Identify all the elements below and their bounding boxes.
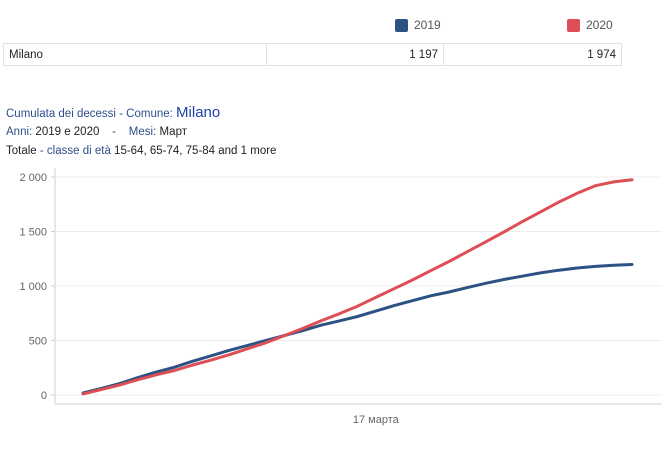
years-months-line: Anni: 2019 e 2020 - Mesi: Март	[6, 126, 187, 138]
separator: -	[112, 126, 116, 138]
y-tick-label-1: 500	[29, 336, 47, 348]
years-label: Anni:	[6, 126, 33, 138]
years-value: 2019 e 2020	[35, 126, 100, 138]
summary-value-2020: 1 974	[587, 48, 616, 61]
months-value: Март	[159, 126, 187, 138]
chart-title-line: Cumulata dei decessi - Comune: Milano	[6, 104, 220, 121]
series-line-2019	[81, 263, 634, 395]
y-tick-label-4: 2 000	[19, 172, 47, 184]
summary-city-name: Milano	[4, 44, 267, 65]
legend-swatch-2019	[395, 18, 408, 32]
summary-table-row[interactable]: Milano 1 197 1 974	[3, 43, 622, 66]
age-class-label: - classe di età	[39, 145, 111, 157]
series-line-2020	[81, 178, 634, 396]
legend-label-2020: 2020	[586, 18, 613, 32]
legend-item-2019[interactable]: 2019	[395, 16, 441, 34]
title-city: Milano	[176, 104, 221, 121]
months-label: Mesi:	[128, 126, 157, 138]
line-chart: 0 500 1 000 1 500 2 000 17 марта	[19, 168, 662, 426]
legend-swatch-2020	[567, 18, 580, 32]
legend-label-2019: 2019	[414, 18, 441, 32]
y-tick-label-3: 1 500	[19, 227, 47, 239]
title-label: Cumulata dei decessi - Comune:	[6, 108, 173, 120]
x-tick-label: 17 марта	[353, 414, 400, 426]
legend-item-2020[interactable]: 2020	[567, 16, 613, 34]
age-class-value: 15-64, 65-74, 75-84 and 1 more	[114, 145, 277, 157]
total-label: Totale	[6, 145, 37, 157]
y-tick-label-2: 1 000	[19, 281, 47, 293]
summary-value-2019: 1 197	[267, 44, 444, 65]
y-tick-label-0: 0	[41, 390, 47, 402]
age-class-line: Totale - classe di età 15-64, 65-74, 75-…	[6, 145, 276, 157]
